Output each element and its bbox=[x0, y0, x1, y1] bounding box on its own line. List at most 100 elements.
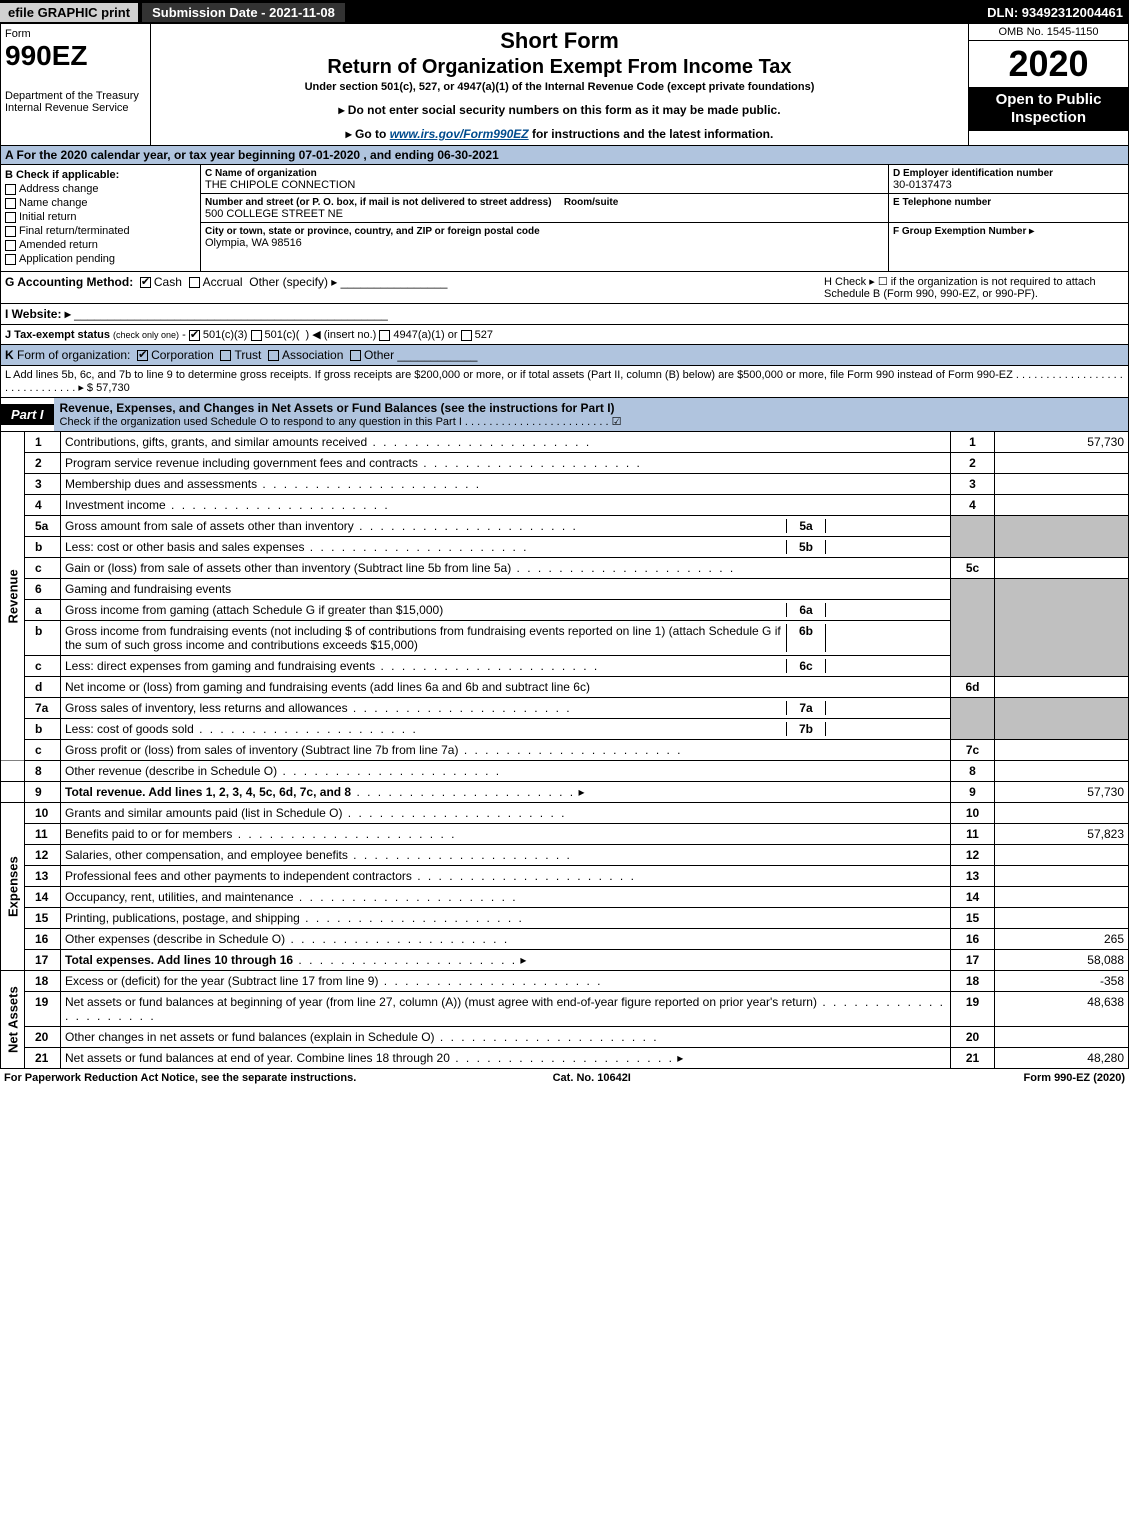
line-20-num: 20 bbox=[25, 1027, 61, 1048]
check-4947[interactable] bbox=[379, 330, 390, 341]
line-10-num: 10 bbox=[25, 803, 61, 824]
line-11-box: 11 bbox=[951, 824, 995, 845]
line-16-num: 16 bbox=[25, 929, 61, 950]
check-name-change[interactable]: Name change bbox=[5, 197, 196, 209]
street-address: 500 COLLEGE STREET NE bbox=[205, 208, 343, 220]
line-9-amt: 57,730 bbox=[995, 782, 1129, 803]
line-17-box: 17 bbox=[951, 950, 995, 971]
check-corporation[interactable] bbox=[137, 350, 148, 361]
check-527[interactable] bbox=[461, 330, 472, 341]
revenue-side-end bbox=[1, 782, 25, 803]
line-21-amt: 48,280 bbox=[995, 1048, 1129, 1069]
line-5c-amt bbox=[995, 558, 1129, 579]
form-title-block: Short Form Return of Organization Exempt… bbox=[151, 24, 968, 145]
line-9-desc: Total revenue. Add lines 1, 2, 3, 4, 5c,… bbox=[61, 782, 951, 803]
line-1-num: 1 bbox=[25, 432, 61, 453]
h-schedule-b: H Check ▸ ☐ if the organization is not r… bbox=[824, 275, 1124, 300]
line-6a-desc: Gross income from gaming (attach Schedul… bbox=[61, 600, 951, 621]
check-amended-return[interactable]: Amended return bbox=[5, 239, 196, 251]
line-6d-amt bbox=[995, 677, 1129, 698]
form-subtitle: Under section 501(c), 527, or 4947(a)(1)… bbox=[157, 81, 962, 93]
line-15-box: 15 bbox=[951, 908, 995, 929]
line-10-desc: Grants and similar amounts paid (list in… bbox=[61, 803, 951, 824]
check-address-change[interactable]: Address change bbox=[5, 183, 196, 195]
line-5a-desc: Gross amount from sale of assets other t… bbox=[61, 516, 951, 537]
form-header: Form 990EZ Department of the Treasury In… bbox=[0, 24, 1129, 146]
col-c-org: C Name of organization THE CHIPOLE CONNE… bbox=[201, 165, 888, 271]
check-other-org[interactable] bbox=[350, 350, 361, 361]
form-id-block: Form 990EZ Department of the Treasury In… bbox=[1, 24, 151, 145]
line-7b-desc: Less: cost of goods sold7b bbox=[61, 719, 951, 740]
grey-6 bbox=[951, 579, 995, 677]
line-18-box: 18 bbox=[951, 971, 995, 992]
line-15-num: 15 bbox=[25, 908, 61, 929]
d-ein-block: D Employer identification number 30-0137… bbox=[889, 165, 1128, 194]
form-title: Return of Organization Exempt From Incom… bbox=[157, 56, 962, 79]
part1-check-o[interactable]: ☑ bbox=[612, 416, 622, 428]
line-6-desc: Gaming and fundraising events bbox=[61, 579, 951, 600]
line-12-box: 12 bbox=[951, 845, 995, 866]
e-phone-block: E Telephone number bbox=[889, 194, 1128, 223]
line-2-num: 2 bbox=[25, 453, 61, 474]
line-10-amt bbox=[995, 803, 1129, 824]
row-g-h: G Accounting Method: Cash Accrual Other … bbox=[0, 272, 1129, 304]
line-12-amt bbox=[995, 845, 1129, 866]
line-21-desc: Net assets or fund balances at end of ye… bbox=[61, 1048, 951, 1069]
city-label: City or town, state or province, country… bbox=[205, 226, 540, 237]
note2-prefix: ▸ Go to bbox=[346, 127, 390, 141]
line-4-amt bbox=[995, 495, 1129, 516]
line-14-num: 14 bbox=[25, 887, 61, 908]
line-12-num: 12 bbox=[25, 845, 61, 866]
netassets-side-label: Net Assets bbox=[1, 971, 25, 1069]
line-13-desc: Professional fees and other payments to … bbox=[61, 866, 951, 887]
row-a-tax-year: A For the 2020 calendar year, or tax yea… bbox=[0, 146, 1129, 165]
year-block: OMB No. 1545-1150 2020 Open to Public In… bbox=[968, 24, 1128, 145]
submission-date-label: Submission Date - 2021-11-08 bbox=[142, 3, 345, 22]
city-block: City or town, state or province, country… bbox=[201, 223, 888, 251]
check-application-pending[interactable]: Application pending bbox=[5, 253, 196, 265]
line-12-desc: Salaries, other compensation, and employ… bbox=[61, 845, 951, 866]
line-14-amt bbox=[995, 887, 1129, 908]
check-initial-return[interactable]: Initial return bbox=[5, 211, 196, 223]
row-i-website: I Website: ▸ ___________________________… bbox=[0, 304, 1129, 325]
grey-5ab-amt bbox=[995, 516, 1129, 558]
efile-print-button[interactable]: efile GRAPHIC print bbox=[0, 3, 138, 22]
row-j-tax-exempt: J Tax-exempt status (check only one) - 5… bbox=[0, 325, 1129, 345]
check-trust[interactable] bbox=[220, 350, 231, 361]
line-1-desc: Contributions, gifts, grants, and simila… bbox=[61, 432, 951, 453]
line-4-num: 4 bbox=[25, 495, 61, 516]
line-14-desc: Occupancy, rent, utilities, and maintena… bbox=[61, 887, 951, 908]
grey-5ab bbox=[951, 516, 995, 558]
line-9-box: 9 bbox=[951, 782, 995, 803]
part-1-tag: Part I bbox=[1, 404, 54, 425]
line-19-desc: Net assets or fund balances at beginning… bbox=[61, 992, 951, 1027]
check-final-return[interactable]: Final return/terminated bbox=[5, 225, 196, 237]
line-3-box: 3 bbox=[951, 474, 995, 495]
line-6d-num: d bbox=[25, 677, 61, 698]
line-7c-desc: Gross profit or (loss) from sales of inv… bbox=[61, 740, 951, 761]
city-state-zip: Olympia, WA 98516 bbox=[205, 237, 302, 249]
irs-link[interactable]: www.irs.gov/Form990EZ bbox=[390, 127, 529, 141]
line-7c-box: 7c bbox=[951, 740, 995, 761]
line-5c-num: c bbox=[25, 558, 61, 579]
line-2-amt bbox=[995, 453, 1129, 474]
e-label: E Telephone number bbox=[893, 197, 991, 208]
check-501c3[interactable] bbox=[189, 330, 200, 341]
form-number: 990EZ bbox=[5, 40, 146, 72]
check-501c[interactable] bbox=[251, 330, 262, 341]
line-15-desc: Printing, publications, postage, and shi… bbox=[61, 908, 951, 929]
check-association[interactable] bbox=[268, 350, 279, 361]
line-18-num: 18 bbox=[25, 971, 61, 992]
d-label: D Employer identification number bbox=[893, 168, 1053, 179]
line-18-amt: -358 bbox=[995, 971, 1129, 992]
room-label: Room/suite bbox=[564, 197, 618, 208]
line-11-amt: 57,823 bbox=[995, 824, 1129, 845]
section-b-through-f: B Check if applicable: Address change Na… bbox=[0, 165, 1129, 272]
c-name-block: C Name of organization THE CHIPOLE CONNE… bbox=[201, 165, 888, 194]
check-accrual[interactable] bbox=[189, 277, 200, 288]
check-cash[interactable] bbox=[140, 277, 151, 288]
link-note: ▸ Go to www.irs.gov/Form990EZ for instru… bbox=[157, 127, 962, 141]
line-6d-box: 6d bbox=[951, 677, 995, 698]
revenue-side-label: Revenue bbox=[1, 432, 25, 761]
line-20-box: 20 bbox=[951, 1027, 995, 1048]
